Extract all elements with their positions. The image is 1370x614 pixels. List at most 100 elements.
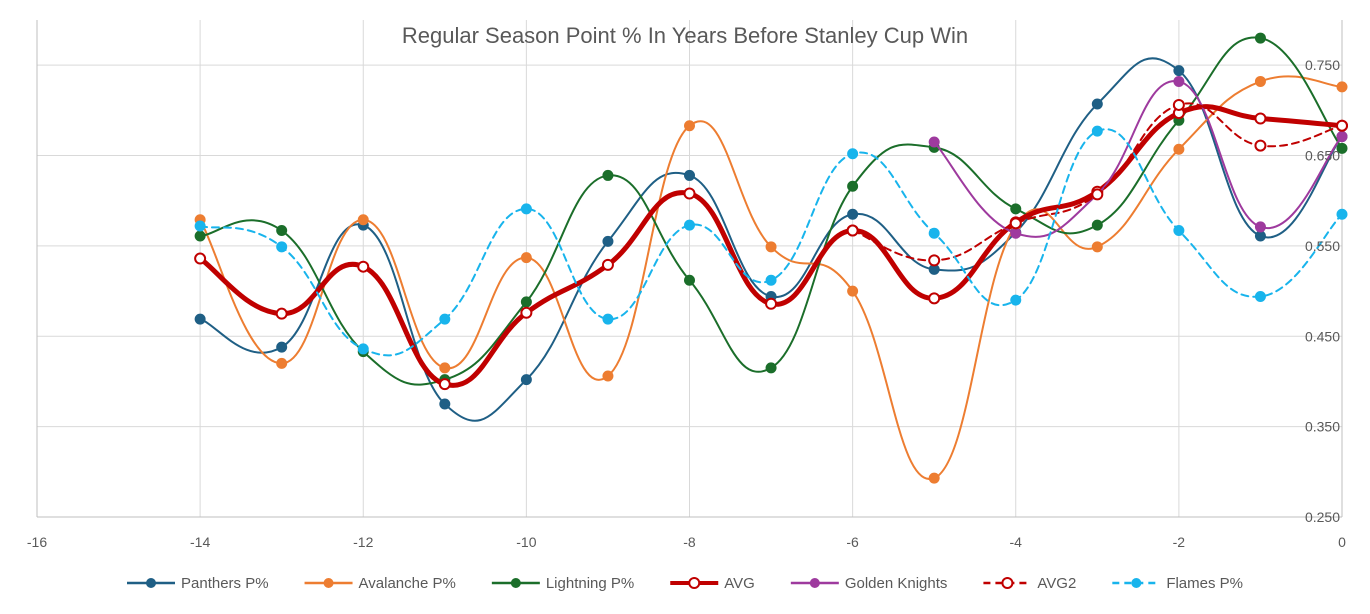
x-tick-label: -10: [516, 534, 536, 550]
y-tick-label: 0.650: [1305, 148, 1340, 164]
avalanche-p-point: [684, 120, 695, 132]
panthers-p-point: [1173, 65, 1185, 77]
avalanche-p-point: [602, 370, 614, 382]
x-tick-label: -2: [1173, 534, 1186, 550]
lightning-p-point: [520, 296, 532, 308]
legend-item-lightning-p: Lightning P%: [491, 575, 634, 592]
y-tick-label: 0.250: [1305, 509, 1340, 525]
legend-item-panthers-p: Panthers P%: [127, 575, 269, 592]
legend-label: Flames P%: [1166, 575, 1243, 592]
avg2-point: [928, 254, 941, 267]
lightning-p-point: [684, 274, 695, 286]
x-tick-label: -12: [353, 534, 373, 550]
legend-marker: [146, 578, 156, 588]
x-tick-label: -8: [683, 534, 696, 550]
series-avalanche-p: [194, 75, 1348, 484]
x-tick-label: -4: [1010, 534, 1023, 550]
x-tick-label: 0: [1338, 534, 1346, 550]
avg-point: [765, 297, 778, 310]
avalanche-p-point: [928, 472, 940, 484]
legend-item-avalanche-p: Avalanche P%: [304, 575, 456, 592]
avg-point: [194, 252, 207, 265]
avalanche-p-point: [1254, 75, 1266, 87]
avg-point: [683, 187, 696, 200]
axes: [36, 20, 1343, 518]
flames-p-point: [276, 241, 288, 253]
flames-p-point: [439, 313, 451, 325]
flames-p-point: [1091, 125, 1103, 137]
avg-point: [520, 306, 533, 319]
flames-p-point: [684, 219, 695, 231]
series-avg2: [846, 98, 1348, 267]
lightning-p-point: [602, 169, 614, 181]
lightning-p-point: [1254, 32, 1266, 44]
avg-point: [357, 260, 370, 273]
flames-p-point: [765, 274, 777, 286]
grid-lines: [37, 20, 1343, 517]
flames-p-point: [847, 148, 859, 160]
legend-item-flames-p: Flames P%: [1112, 575, 1243, 592]
avg2-point: [1336, 119, 1348, 132]
avalanche-p-point: [1336, 81, 1348, 93]
lightning-p-point: [1336, 142, 1348, 154]
avg2-point: [1091, 188, 1104, 201]
avalanche-p-point: [276, 357, 288, 369]
avg-point: [1254, 112, 1267, 125]
avalanche-p-point: [357, 214, 369, 226]
avg-point: [438, 378, 451, 391]
legend-marker: [1001, 577, 1014, 589]
flames-p-point: [602, 313, 614, 325]
flames-p-point: [1254, 291, 1266, 303]
avg2-point: [1254, 139, 1267, 152]
legend-item-golden-knights: Golden Knights: [790, 575, 948, 592]
avalanche-p-point: [1173, 143, 1185, 155]
panthers-p-point: [439, 398, 451, 410]
avalanche-p-point: [847, 285, 859, 297]
flames-p-point: [520, 203, 532, 215]
lightning-p-point: [847, 180, 859, 192]
panthers-p-point: [847, 208, 859, 220]
avg2-point: [1172, 98, 1185, 111]
y-tick-label: 0.550: [1305, 238, 1340, 254]
avg-point: [601, 258, 614, 271]
flames-p-point: [194, 220, 206, 232]
y-tick-label: 0.750: [1305, 57, 1340, 73]
series-flames-p: [194, 125, 1348, 357]
legend-label: Avalanche P%: [359, 575, 456, 592]
avalanche-p-point: [439, 362, 451, 374]
legend-label: Lightning P%: [546, 575, 634, 592]
legend-label: AVG2: [1037, 575, 1076, 592]
chart-title: Regular Season Point % In Years Before S…: [402, 23, 968, 48]
data-series: [194, 32, 1348, 484]
legend-marker: [688, 577, 701, 589]
legend-label: Panthers P%: [181, 575, 269, 592]
avalanche-p-point: [520, 252, 532, 264]
legend-marker: [323, 578, 334, 588]
legend-marker: [510, 578, 521, 588]
flames-p-point: [928, 227, 940, 239]
golden-knights-point: [1336, 131, 1348, 143]
lightning-p-point: [194, 230, 206, 242]
avg2-point: [1009, 217, 1022, 230]
panthers-p-point: [276, 341, 288, 353]
series-golden-knights: [928, 75, 1348, 239]
flames-p-point: [1010, 294, 1022, 306]
panthers-p-point: [1091, 98, 1103, 110]
x-tick-label: -14: [190, 534, 210, 550]
avalanche-p-point: [1091, 241, 1103, 253]
panthers-p-point: [194, 313, 206, 325]
y-tick-label: 0.350: [1305, 419, 1340, 435]
lightning-p-point: [1010, 203, 1022, 215]
golden-knights-point: [1173, 75, 1185, 87]
golden-knights-point: [1254, 221, 1266, 233]
legend-marker: [809, 578, 820, 588]
tick-labels: -16 -14 -12 -10 -8 -6 -4 -2 0 0.250 0.350 0.450 0.55…: [27, 57, 1346, 550]
panthers-p-point: [684, 169, 695, 181]
legend-label: Golden Knights: [845, 575, 948, 592]
avalanche-p-point: [765, 241, 777, 253]
legend-label: AVG: [724, 575, 755, 592]
legend-marker: [1131, 578, 1142, 588]
x-tick-label: -16: [27, 534, 47, 550]
